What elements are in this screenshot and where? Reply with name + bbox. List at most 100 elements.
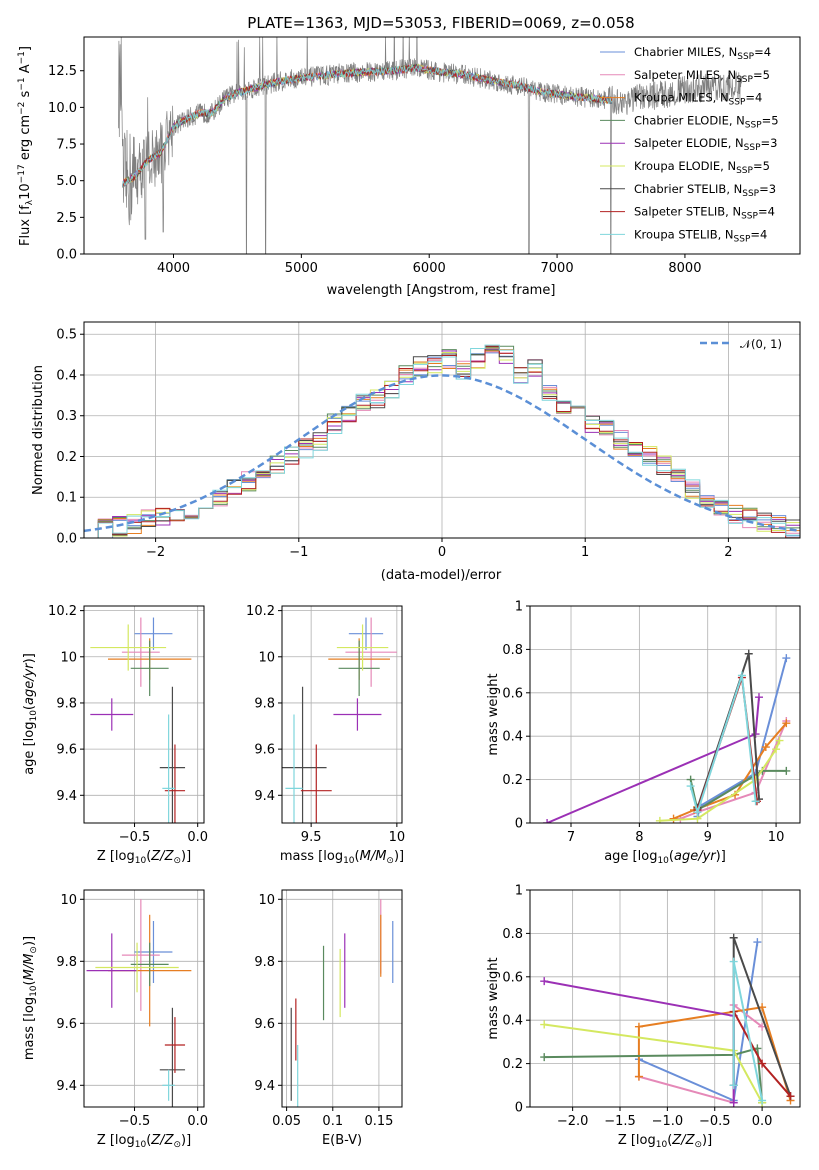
plot-area	[530, 606, 800, 823]
x-axis-label: mass [log10(M/M⊙)]	[280, 849, 404, 866]
plus-marker	[693, 808, 702, 817]
y-axis-label: mass weight	[486, 957, 501, 1039]
errorbar-point	[86, 933, 138, 1008]
y-tick-label: 0.2	[502, 773, 523, 788]
x-tick-label: −1.0	[652, 1114, 684, 1129]
y-axis-label: mass [log10(M/M⊙)]	[22, 936, 39, 1060]
plus-marker	[786, 1092, 795, 1101]
errorbar-point	[162, 1069, 175, 1101]
axes-frame	[281, 605, 403, 824]
plus-marker	[758, 1059, 767, 1068]
legend-entry: Chabrier MILES, NSSP=4	[634, 45, 771, 62]
plus-marker	[729, 933, 738, 942]
axes-frame	[83, 36, 801, 255]
x-tick-label: 9.5	[301, 830, 322, 845]
legend-entry: Kroupa ELODIE, NSSP=5	[634, 159, 770, 176]
y-tick-label: 10.2	[246, 604, 275, 619]
y-tick-label: 0.8	[502, 927, 523, 942]
x-tick-label: 10	[389, 830, 406, 845]
x-tick-label: 0.0	[752, 1114, 773, 1129]
x-tick-label: 8000	[668, 261, 701, 276]
y-tick-label: 0.3	[56, 409, 77, 424]
errorbar-point	[336, 624, 389, 671]
errorbar-point	[121, 899, 160, 1011]
plus-marker	[729, 1098, 738, 1107]
legend-entry: Chabrier ELODIE, NSSP=5	[634, 113, 779, 130]
x-tick-label: 0	[438, 545, 446, 560]
x-tick-label: −1.5	[604, 1114, 636, 1129]
errorbar-point	[333, 698, 382, 731]
panel-spectrum: 4000 5000 6000 7000 8000 0.0 2.5 5.0 7.5 10.0 12.5…	[17, 14, 801, 298]
errorbar-point	[348, 617, 384, 650]
y-tick-label: 0.6	[502, 970, 523, 985]
plus-marker	[669, 814, 678, 823]
errorbar-point	[90, 624, 167, 671]
x-axis-label: Z [log10(Z/Z⊙)]	[97, 849, 191, 866]
x-tick-label: 2	[724, 545, 732, 560]
model-spectrum-line	[122, 64, 612, 188]
plus-marker	[737, 671, 746, 680]
y-axis-label: Flux [fλ10−17 erg cm−2 s−1 A−1]	[17, 46, 35, 246]
panel-weights_vs_age: 7 8 9 10 0 0.2 0.4 0.6 0.8 1 age [log10(age/yr)] ma…	[486, 600, 801, 866]
y-tick-label: 10.2	[48, 604, 77, 619]
x-tick-label: 0.0	[187, 1114, 208, 1129]
plus-marker	[540, 1020, 549, 1029]
errorbar-point	[338, 640, 380, 697]
errorbar-point	[345, 617, 397, 687]
x-axis-label: E(B-V)	[322, 1133, 362, 1148]
errorbar-point	[285, 714, 303, 823]
x-tick-label: −2.0	[557, 1114, 589, 1129]
errorbar-point	[159, 1007, 186, 1107]
y-tick-label: 10	[258, 650, 275, 665]
y-tick-label: 7.5	[56, 138, 77, 153]
x-axis-label: (data-model)/error	[381, 568, 502, 583]
plus-marker	[782, 654, 791, 663]
weight-line	[638, 1002, 763, 1105]
y-tick-label: 9.4	[254, 789, 275, 804]
model-spectrum-line	[122, 63, 613, 188]
model-spectrum-line	[122, 63, 613, 188]
y-tick-label: 10.0	[48, 101, 77, 116]
x-tick-label: 8	[635, 830, 643, 845]
y-tick-label: 9.4	[56, 789, 77, 804]
y-tick-label: 0.5	[56, 328, 77, 343]
y-tick-label: 9.8	[254, 955, 275, 970]
model-spectrum-line	[122, 64, 613, 188]
plus-marker	[729, 957, 738, 966]
x-tick-label: −0.5	[119, 1114, 151, 1129]
y-tick-label: 9.6	[254, 1017, 275, 1032]
panel-age_vs_mass: 9.5 10 9.4 9.6 9.8 10 10.2 mass [log10(M/M⊙)]	[246, 604, 405, 866]
panel-residuals: −2 −1 0 1 2 0.0 0.1 0.2 0.3 0.4 0.5 (data-model)/er…	[31, 321, 801, 583]
legend-entry: Chabrier STELIB, NSSP=3	[634, 182, 776, 199]
y-tick-label: 2.5	[56, 211, 77, 226]
errorbar-point	[300, 744, 332, 823]
x-tick-label: −0.5	[699, 1114, 731, 1129]
weight-series	[693, 649, 763, 812]
plus-marker	[729, 1081, 738, 1090]
x-tick-label: 0.15	[364, 1114, 393, 1129]
plus-marker	[634, 1072, 643, 1081]
y-tick-label: 9.6	[254, 743, 275, 758]
x-axis-label: age [log10(age/yr)]	[604, 849, 726, 866]
y-tick-label: 0.6	[502, 686, 523, 701]
y-tick-label: 0	[515, 1101, 523, 1116]
legend-entry: Salpeter ELODIE, NSSP=3	[634, 136, 777, 153]
plot-area	[84, 322, 800, 538]
plus-marker	[782, 766, 791, 775]
panel-age_vs_Z: −0.5 0.0 9.4 9.6 9.8 10 10.2 Z [log10(Z/Z⊙)] age…	[22, 604, 208, 866]
axes-frame	[281, 889, 403, 1108]
plot-area	[282, 890, 402, 1107]
legend-entry: Salpeter MILES, NSSP=5	[634, 68, 770, 85]
plus-marker	[772, 745, 781, 754]
errorbar-point	[90, 698, 134, 731]
axes-frame	[83, 889, 205, 1108]
x-tick-label: 5000	[285, 261, 318, 276]
weight-series	[540, 1044, 767, 1107]
x-tick-label: 7	[567, 830, 575, 845]
errorbar-point	[130, 640, 169, 697]
y-tick-label: 0.0	[56, 532, 77, 547]
y-tick-label: 0.1	[56, 491, 77, 506]
errorbar-point	[134, 617, 173, 650]
plot-area	[84, 890, 204, 1107]
